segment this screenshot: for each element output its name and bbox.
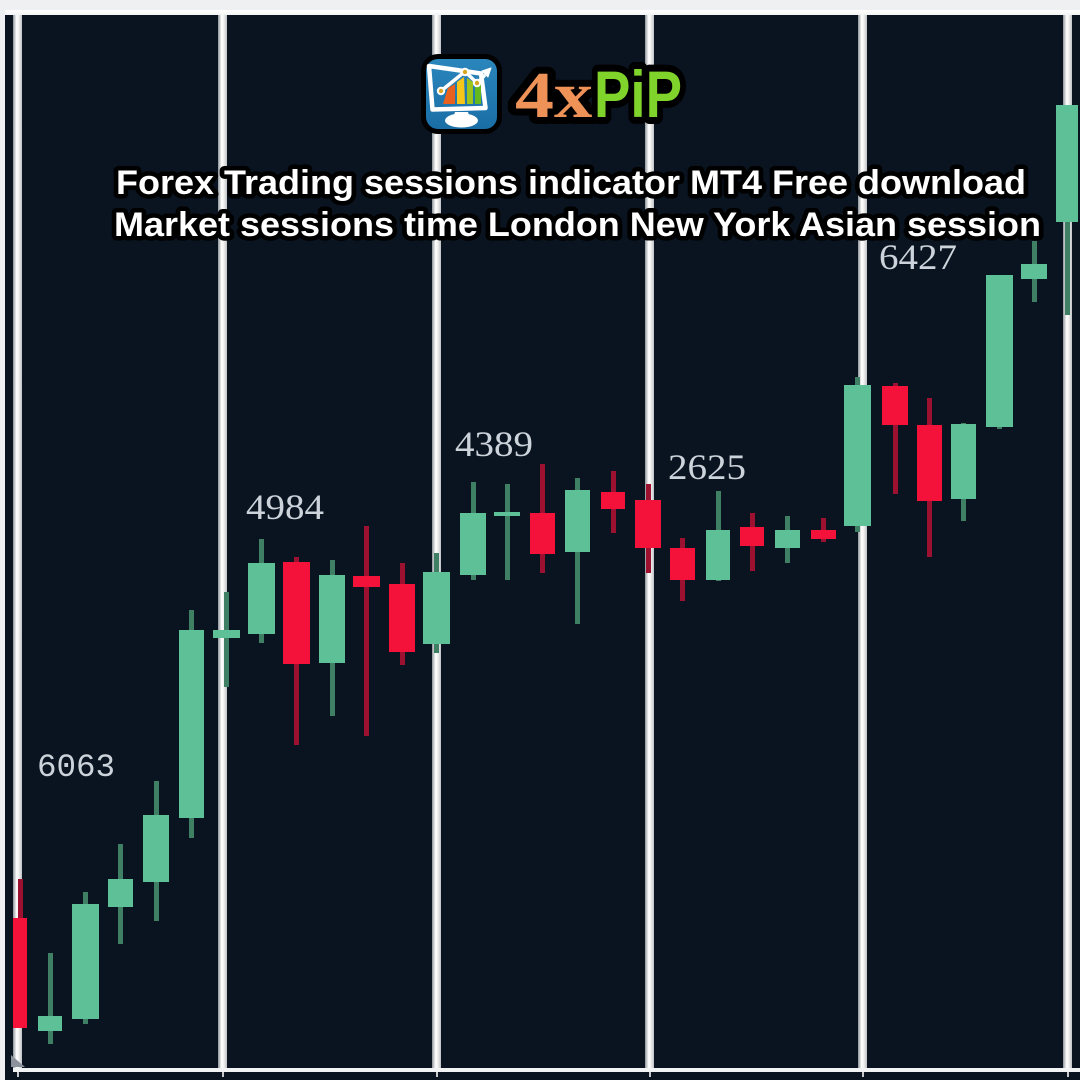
svg-text:PiP: PiP [594,57,682,131]
svg-text:4x: 4x [515,59,593,132]
svg-text:6063: 6063 [37,749,115,786]
svg-text:6427: 6427 [879,237,957,277]
svg-text:4984: 4984 [246,487,324,527]
svg-text:4389: 4389 [455,424,533,464]
svg-text:2625: 2625 [668,447,746,487]
svg-text:Market sessions time London Ne: Market sessions time London New York Asi… [114,206,1041,244]
svg-text:Forex Trading sessions indicat: Forex Trading sessions indicator MT4 Fre… [116,164,1026,202]
